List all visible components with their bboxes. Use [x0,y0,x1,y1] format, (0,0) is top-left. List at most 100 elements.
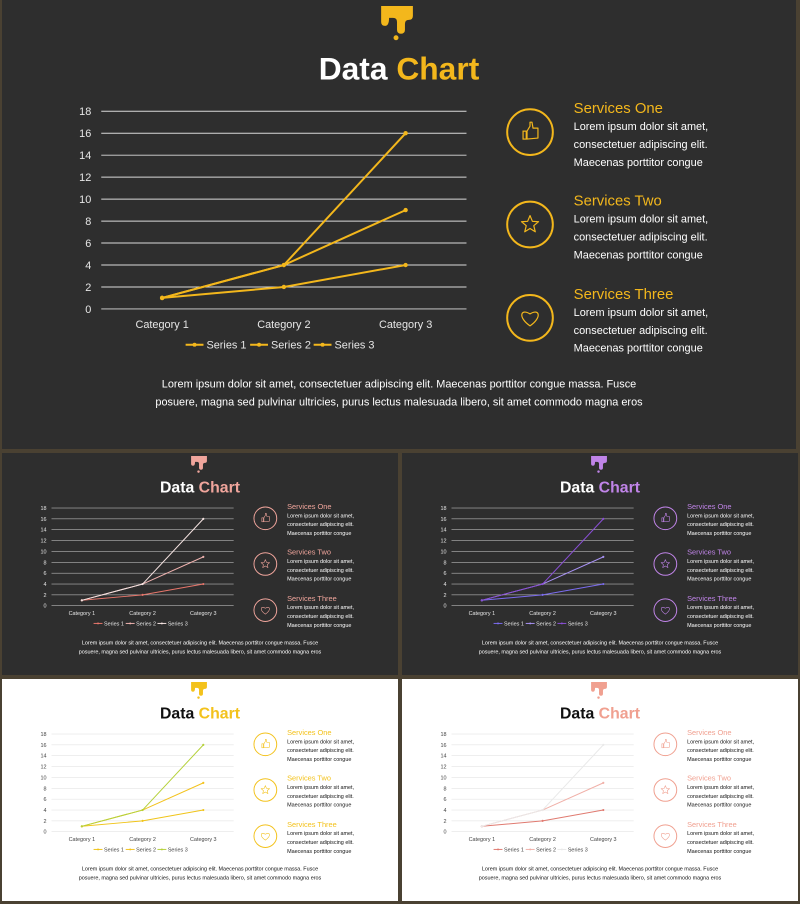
y-tick-label: 2 [444,819,447,825]
data-point [202,582,205,586]
service-body-line: consectetuer adipiscing elit. [687,748,754,754]
y-tick-label: 16 [41,743,47,749]
x-tick-label: Category 2 [529,837,556,843]
data-point [541,593,544,596]
service-title: Services Two [287,774,331,783]
legend-label: Series 2 [136,847,156,853]
service-body-line: consectetuer adipiscing elit. [287,568,354,574]
service-body-line: Maecenas porttitor congue [687,757,751,763]
legend-marker [160,848,163,851]
logo-drip-icon [591,455,607,473]
data-point [602,517,605,520]
data-point [602,555,605,558]
chart-legend: Series 1 Series 2 Series 3 [185,340,374,352]
slide-variant-purple-dark: Data Chart 0 2 4 6 8 10 12 14 16 18 Category 1 Categ… [402,453,798,675]
star-icon [253,778,278,802]
x-tick-label: Category 1 [69,611,96,617]
data-point [141,593,144,596]
x-tick-label: Category 2 [129,611,156,617]
legend-marker [257,342,262,347]
service-body-line: Maecenas porttitor congue [287,531,351,537]
legend-label: Series 3 [168,847,188,853]
service-item-2: Services Two Lorem ipsum dolor sit amet, c… [253,548,355,583]
data-point [541,819,544,822]
y-tick-label: 6 [85,238,91,250]
service-item-3: Services Three Lorem ipsum dolor sit amet… [653,820,755,855]
y-tick-label: 8 [44,786,47,792]
service-body-line: Maecenas porttitor congue [287,577,351,583]
service-item-2: Services Two Lorem ipsum dolor sit amet, c… [653,774,755,809]
x-tick-label: Category 3 [190,611,217,617]
service-title: Services Two [687,774,731,783]
thumbs-up-icon [506,108,554,156]
service-item-3: Services Three Lorem ipsum dolor sit amet… [653,594,755,629]
footer-text-line: posuere, magna sed pulvinar ultricies, p… [79,875,322,881]
logo-drip-icon [591,681,607,699]
service-title: Services One [287,728,331,737]
chart-legend: Series 1 Series 2 Series 3 [93,847,188,853]
footer-text-line: posuere, magna sed pulvinar ultricies, p… [79,649,322,655]
y-tick-label: 4 [444,582,447,588]
service-title: Services Three [574,287,674,303]
legend-marker [560,848,563,851]
slide-title: Data Chart [319,50,480,86]
service-body-line: Lorem ipsum dolor sit amet, [287,605,354,611]
chart-legend: Series 1 Series 2 Series 3 [493,621,588,627]
y-tick-label: 16 [41,517,47,523]
chart-legend: Series 1 Series 2 Series 3 [93,621,188,627]
y-tick-label: 10 [79,194,91,206]
service-item-1: Services One Lorem ipsum dolor sit amet, c… [253,502,355,537]
thumbs-up-icon [253,732,278,757]
service-body-line: consectetuer adipiscing elit. [687,568,754,574]
y-tick-label: 14 [441,754,447,760]
data-point [541,582,544,586]
y-tick-label: 16 [79,128,91,140]
legend-label: Series 2 [536,847,556,853]
data-point [281,284,287,290]
title-word-2: Chart [599,705,641,722]
star-icon [653,778,678,802]
legend-label: Series 3 [334,340,374,352]
line-chart: 0 2 4 6 8 10 12 14 16 18 Category 1 Category 2 Categ… [441,506,634,617]
chart-legend: Series 1 Series 2 Series 3 [493,847,588,853]
line-chart: 0 2 4 6 8 10 12 14 16 18 Category 1 Category 2 Categ… [41,506,234,617]
thumbs-up-icon [653,732,678,757]
footer-text-line: Lorem ipsum dolor sit amet, consectetuer… [482,641,718,647]
service-body-line: Maecenas porttitor congue [574,249,703,261]
data-point [403,207,408,213]
service-body-line: Maecenas porttitor congue [687,531,751,537]
data-point [480,825,483,828]
service-body-line: consectetuer adipiscing elit. [287,614,354,620]
legend-marker [320,342,325,347]
service-body-line: Lorem ipsum dolor sit amet, [574,121,709,133]
slide-variant-yellow-light: Data Chart 0 2 4 6 8 10 12 14 16 18 Category 1 Categ… [2,679,398,901]
title-word-2: Chart [199,705,241,722]
service-body-line: Lorem ipsum dolor sit amet, [687,513,754,519]
title-word-1: Data [560,705,595,722]
legend-marker [529,622,532,625]
footer-text-line: posuere, magna sed pulvinar ultricies, p… [479,649,722,655]
y-tick-label: 18 [41,732,47,738]
y-tick-label: 6 [444,797,447,803]
x-tick-label: Category 1 [469,611,496,617]
heart-icon [253,598,278,622]
data-point [141,819,144,822]
title-word-1: Data [160,479,195,496]
logo-drip-icon [191,681,207,699]
y-tick-label: 2 [44,593,47,599]
heart-icon [653,824,678,848]
logo-drip-icon [191,455,207,473]
legend-label: Series 3 [568,847,588,853]
service-body-line: Maecenas porttitor congue [687,803,751,809]
thumbs-up-icon [653,506,678,531]
legend-label: Series 2 [136,621,156,627]
legend-marker [97,848,100,851]
data-point [602,582,605,586]
service-body-line: consectetuer adipiscing elit. [287,840,354,846]
legend-marker [160,622,163,625]
service-body-line: Lorem ipsum dolor sit amet, [287,785,354,791]
y-tick-label: 4 [44,808,47,814]
y-tick-label: 12 [441,765,447,771]
y-tick-label: 8 [444,786,447,792]
y-tick-label: 16 [441,517,447,523]
